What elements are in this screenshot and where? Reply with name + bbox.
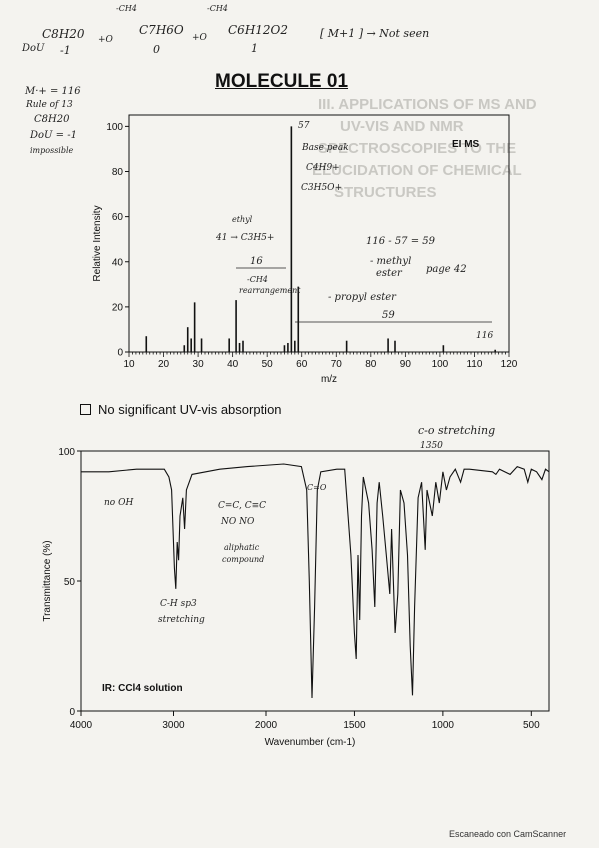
ann-ethyl-top: ethyl: [232, 215, 253, 224]
ms-xtick-label: 90: [400, 359, 412, 370]
ir-ytick-label: 50: [64, 577, 76, 588]
step2-bottom: +O: [192, 33, 207, 43]
ghost-line: ELUCIDATION OF CHEMICAL: [312, 162, 522, 179]
side-note: C8H20: [34, 114, 70, 125]
step1-top: -CH4: [116, 4, 137, 13]
ann-co-stretch: c-o stretching: [418, 424, 495, 437]
ghost-line: SPECTROSCOPIES TO THE: [318, 140, 517, 157]
ann-peak57: 57: [298, 121, 310, 131]
ghost-line: STRUCTURES: [334, 184, 437, 201]
ir-ylabel: Transmittance (%): [42, 540, 53, 621]
ms-xtick-label: 120: [501, 359, 518, 370]
ann-m116: 116: [476, 331, 493, 341]
ann-aliphatic1: aliphatic: [224, 543, 260, 552]
formula-mid: C7H6O: [139, 23, 184, 37]
ir-spectrum-line: [81, 463, 550, 699]
ann-base-peak: Base peak: [301, 143, 349, 153]
ms-ytick-label: 40: [112, 257, 124, 268]
ann-page: page 42: [426, 264, 467, 275]
uv-note: No significant UV-vis absorption: [80, 402, 282, 417]
ir-xtick-label: 1500: [343, 720, 366, 731]
ann-ch4: -CH4: [247, 275, 268, 284]
checkbox-icon: [80, 404, 91, 415]
ann-ion2: C3H5O+: [301, 183, 342, 193]
uv-note-text: No significant UV-vis absorption: [98, 402, 282, 417]
ms-xtick-label: 10: [123, 359, 135, 370]
ir-ytick-label: 100: [58, 447, 75, 458]
side-note: Rule of 13: [26, 100, 73, 110]
page-title: MOLECULE 01: [215, 71, 349, 92]
ms-ytick-label: 100: [106, 122, 123, 133]
ir-xtick-label: 4000: [70, 720, 93, 731]
ann-cc: C=C, C≡C: [218, 501, 266, 511]
ghost-line: III. APPLICATIONS OF MS AND: [318, 96, 537, 113]
ann-rearr: rearrangement: [239, 286, 301, 295]
ann-propyl: - propyl ester: [328, 292, 397, 303]
ms-xlabel: m/z: [321, 374, 337, 385]
ms-xtick-label: 40: [227, 359, 239, 370]
ms-ytick-label: 20: [112, 302, 124, 313]
ir-xtick-label: 3000: [162, 720, 185, 731]
ms-xtick-label: 80: [365, 359, 377, 370]
dou-end: 1: [251, 42, 258, 55]
ann-loss: 116 - 57 = 59: [366, 236, 436, 247]
ir-title: IR: CCl4 solution: [102, 683, 183, 694]
ms-ylabel: Relative Intensity: [92, 205, 103, 281]
mplus1-note: [ M+1 ] → Not seen: [320, 27, 430, 40]
ann-aliphatic2: compound: [222, 555, 264, 564]
ann-no-no: NO NO: [220, 517, 255, 527]
ms-xtick-label: 70: [331, 359, 343, 370]
ghost-line: UV-VIS AND NMR: [340, 118, 464, 135]
ms-xtick-label: 100: [432, 359, 449, 370]
ms-xtick-label: 50: [262, 359, 274, 370]
ann-stretching: stretching: [158, 615, 205, 625]
side-note: DoU = -1: [30, 130, 77, 141]
dou-start: -1: [60, 44, 71, 57]
ir-ytick-label: 0: [69, 707, 75, 718]
formula-end: C6H12O2: [228, 23, 289, 37]
ms-xtick-label: 60: [296, 359, 308, 370]
ann-no-oh: no OH: [104, 498, 133, 508]
ann-methyl2: ester: [376, 268, 403, 279]
ir-xtick-label: 1000: [432, 720, 455, 731]
side-note: impossible: [30, 146, 74, 155]
ann-ethyl: 41 → C3H5+: [215, 233, 274, 243]
ir-xtick-label: 2000: [255, 720, 278, 731]
ann-ch-sp3: C-H sp3: [160, 599, 197, 609]
ms-xtick-label: 110: [466, 359, 482, 370]
ms-ytick-label: 60: [112, 212, 124, 223]
ann-methyl1: - methyl: [370, 256, 411, 267]
ann-co-num: 1350: [420, 441, 443, 451]
ann-ion1: C4H9+: [306, 163, 340, 173]
ir-xlabel: Wavenumber (cm-1): [265, 737, 356, 748]
footer-watermark: Escaneado con CamScanner: [449, 829, 567, 839]
step2-top: -CH4: [207, 4, 228, 13]
ms-title: EI MS: [452, 139, 480, 150]
ms-xtick-label: 30: [193, 359, 205, 370]
ms-ytick-label: 80: [112, 167, 124, 178]
ms-xtick-label: 20: [158, 359, 170, 370]
dou-mid: 0: [153, 43, 160, 56]
ann-span59: 59: [382, 310, 395, 321]
step1-bottom: +O: [98, 35, 113, 45]
ir-xtick-label: 500: [523, 720, 540, 731]
formula-start: C8H20: [42, 27, 85, 41]
ann-delta16: 16: [250, 256, 263, 267]
dou-label: DoU: [22, 43, 45, 54]
side-note: M·+ = 116: [25, 86, 81, 97]
ann-carbonyl: C=O: [307, 483, 327, 492]
ms-ytick-label: 0: [117, 348, 123, 359]
